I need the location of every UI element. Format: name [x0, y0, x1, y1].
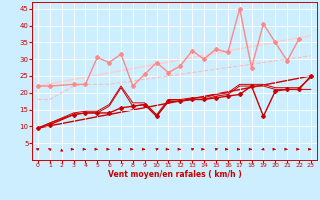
X-axis label: Vent moyen/en rafales ( km/h ): Vent moyen/en rafales ( km/h ): [108, 170, 241, 179]
